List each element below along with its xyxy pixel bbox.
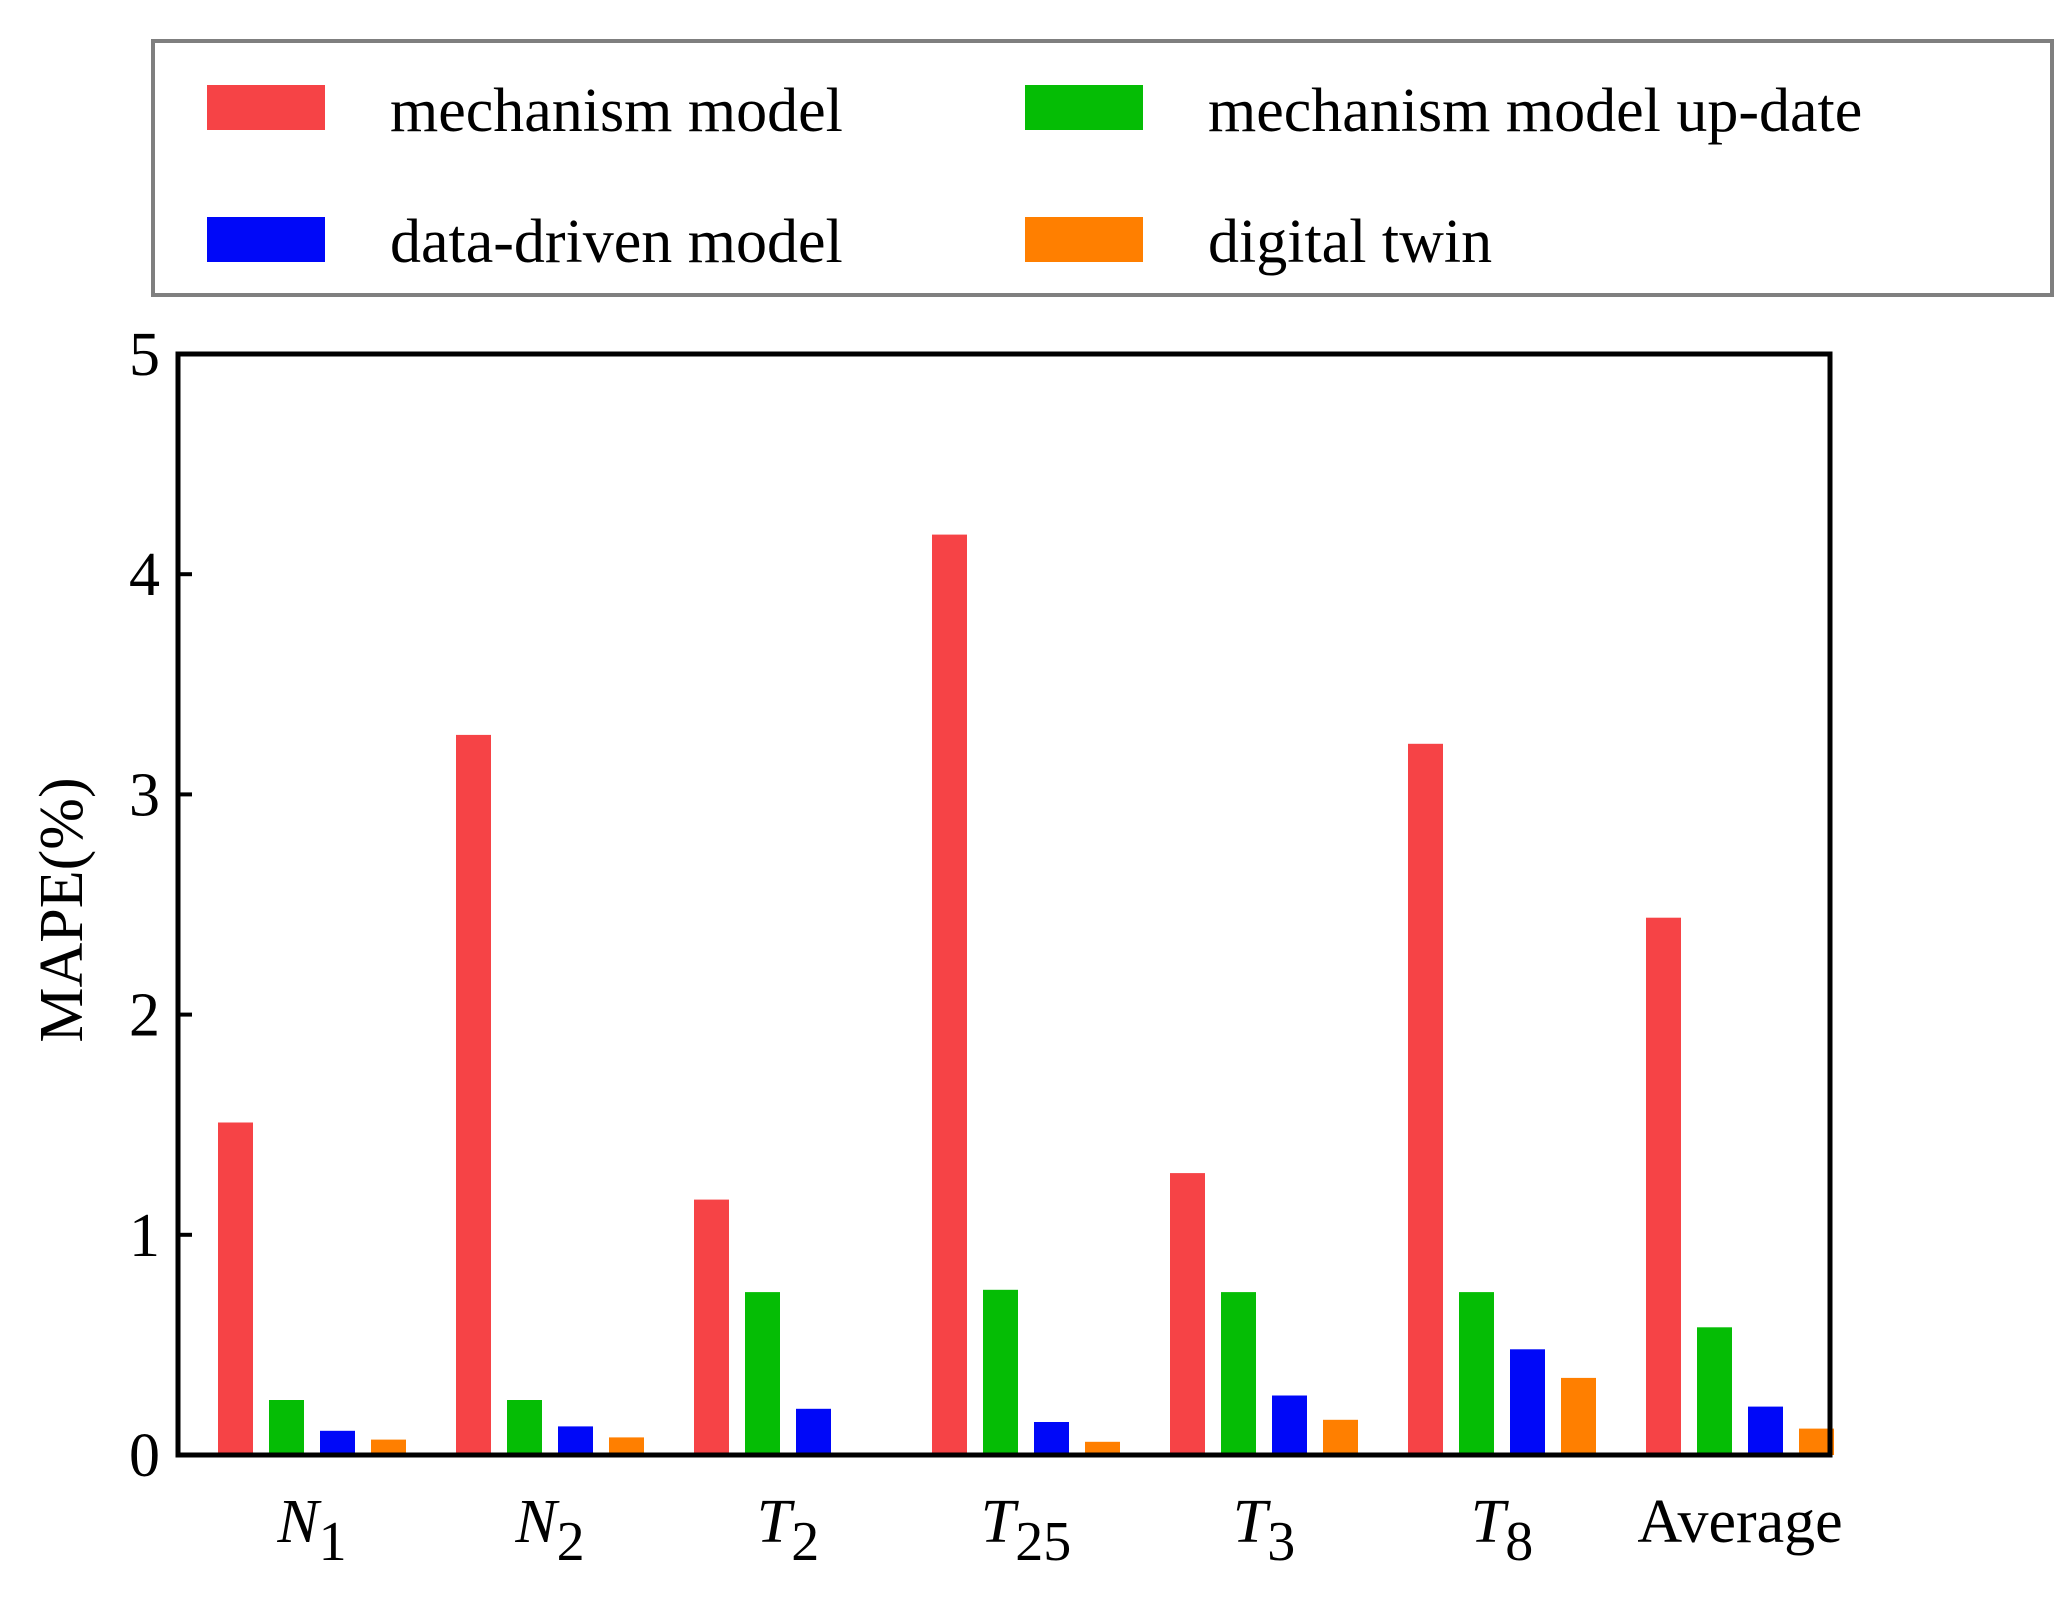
x-tick-label: T3 <box>1233 1488 1295 1573</box>
legend-swatch-mechanism-model <box>207 85 325 130</box>
legend-label-data-driven-model: data-driven model <box>390 208 843 276</box>
bar-mechanism-model-up-date-average <box>1697 1327 1732 1455</box>
bar-data-driven-model-t8 <box>1510 1349 1545 1455</box>
bar-mechanism-model-average <box>1646 917 1681 1455</box>
legend-swatch-data-driven-model <box>207 217 325 262</box>
legend-swatch-digital-twin <box>1025 217 1143 262</box>
bar-data-driven-model-n2 <box>558 1426 593 1455</box>
bar-digital-twin-n2 <box>609 1437 644 1455</box>
bar-mechanism-model-t25 <box>932 534 967 1455</box>
bar-mechanism-model-t2 <box>694 1199 729 1455</box>
y-axis-label: MAPE(%) <box>28 777 96 1042</box>
bar-mechanism-model-n1 <box>218 1122 253 1455</box>
y-tick-label: 5 <box>129 321 160 389</box>
plot-frame <box>175 351 1833 1458</box>
bar-digital-twin-t3 <box>1323 1419 1358 1455</box>
x-tick-label: T25 <box>981 1488 1071 1573</box>
bars-layer <box>218 534 1834 1455</box>
bar-digital-twin-t25 <box>1085 1441 1120 1455</box>
bar-data-driven-model-n1 <box>320 1430 355 1455</box>
bar-mechanism-model-up-date-t8 <box>1459 1292 1494 1455</box>
legend-label-mechanism-model: mechanism model <box>390 77 843 145</box>
y-ticks-layer: 0 1 2 3 4 5 <box>129 321 192 1490</box>
y-tick-label: 4 <box>129 541 160 609</box>
bar-data-driven-model-t25 <box>1034 1422 1069 1455</box>
bar-mechanism-model-up-date-n1 <box>269 1400 304 1455</box>
y-tick-label: 1 <box>129 1202 160 1270</box>
bar-mechanism-model-t3 <box>1170 1173 1205 1455</box>
bar-data-driven-model-t3 <box>1272 1395 1307 1455</box>
x-tick-label: N2 <box>514 1488 584 1573</box>
bar-data-driven-model-t2 <box>796 1408 831 1455</box>
bar-mechanism-model-up-date-t2 <box>745 1292 780 1455</box>
bar-mechanism-model-n2 <box>456 734 491 1455</box>
bar-mechanism-model-t8 <box>1408 743 1443 1455</box>
x-tick-label: Average <box>1637 1488 1842 1556</box>
bar-mechanism-model-up-date-t3 <box>1221 1292 1256 1455</box>
bar-digital-twin-n1 <box>371 1439 406 1455</box>
x-tick-label: T8 <box>1471 1488 1533 1573</box>
bar-mechanism-model-up-date-n2 <box>507 1400 542 1455</box>
x-ticks-layer: N1 N2 T2 T25 T3 T8 Average <box>276 1488 1842 1573</box>
legend-swatch-mechanism-model-update <box>1025 85 1143 130</box>
x-tick-label: T2 <box>757 1488 819 1573</box>
legend: mechanism model mechanism model up-date … <box>151 39 2054 297</box>
y-tick-label: 2 <box>129 982 160 1050</box>
y-tick-label: 0 <box>129 1422 160 1490</box>
bar-data-driven-model-average <box>1748 1406 1783 1455</box>
x-tick-label: N1 <box>276 1488 346 1573</box>
y-tick-label: 3 <box>129 761 160 829</box>
bar-digital-twin-t8 <box>1561 1377 1596 1455</box>
legend-label-digital-twin: digital twin <box>1208 208 1492 276</box>
bar-mechanism-model-up-date-t25 <box>983 1289 1018 1455</box>
legend-label-mechanism-model-update: mechanism model up-date <box>1208 77 1862 145</box>
